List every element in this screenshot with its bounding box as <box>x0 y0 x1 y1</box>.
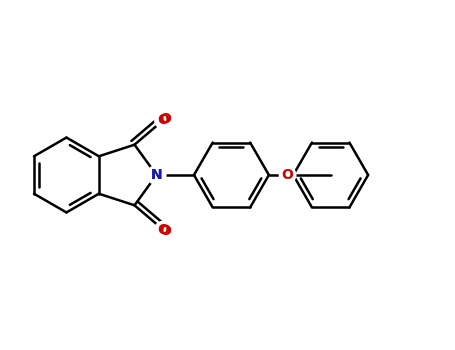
Text: N: N <box>151 168 162 182</box>
Circle shape <box>147 166 166 184</box>
Text: O: O <box>159 112 171 126</box>
Text: N: N <box>151 168 162 182</box>
Text: O: O <box>157 223 169 237</box>
Text: O: O <box>282 168 293 182</box>
Text: O: O <box>157 113 169 127</box>
Text: O: O <box>159 224 171 238</box>
Circle shape <box>155 221 171 238</box>
Circle shape <box>279 167 296 183</box>
Circle shape <box>155 112 171 129</box>
